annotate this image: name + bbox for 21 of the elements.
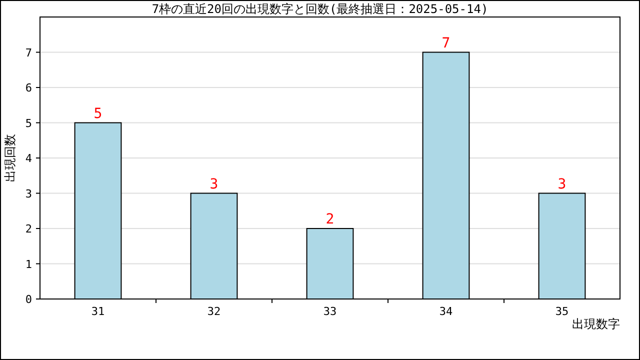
data-label: 5 [94, 106, 102, 122]
chart-title: 7枠の直近20回の出現数字と回数(最終抽選日：2025-05-14) [152, 2, 488, 16]
y-tick-label: 1 [25, 258, 32, 271]
y-tick-label: 2 [25, 222, 32, 236]
x-tick-label: 35 [555, 305, 569, 318]
y-tick-label: 5 [25, 116, 32, 130]
data-label: 2 [326, 212, 334, 228]
data-label: 3 [210, 176, 218, 192]
x-axis-title: 出現数字 [572, 317, 620, 331]
y-tick-label: 0 [25, 293, 32, 306]
y-tick-label: 4 [25, 152, 32, 165]
y-axis-title: 出現回数 [3, 134, 17, 182]
data-label: 3 [558, 176, 566, 192]
x-tick-label: 34 [439, 305, 453, 318]
data-label: 7 [442, 35, 450, 52]
y-tick-label: 3 [25, 187, 32, 200]
y-tick-label: 6 [25, 82, 32, 94]
x-tick-label: 31 [91, 305, 105, 318]
x-tick-label: 32 [207, 305, 221, 318]
y-tick-label: 7 [25, 46, 32, 60]
x-tick-label: 33 [323, 305, 337, 318]
